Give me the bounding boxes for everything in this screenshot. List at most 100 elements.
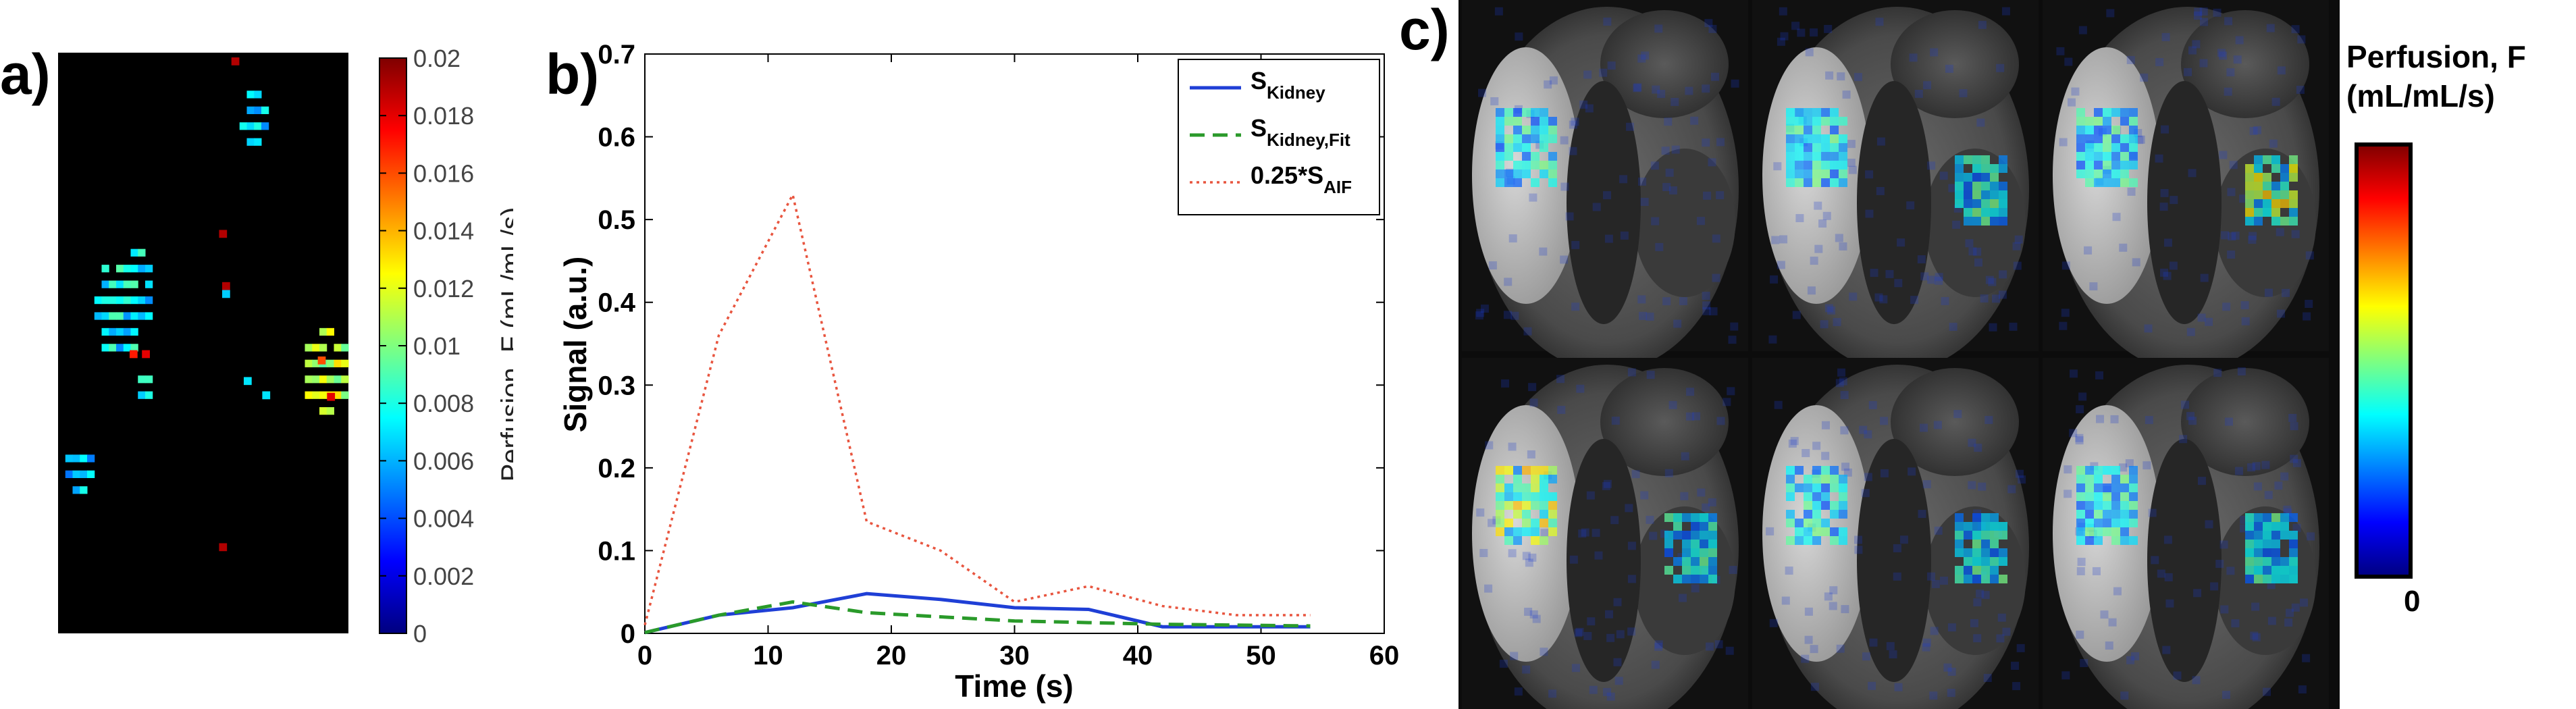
map-pixel — [231, 57, 240, 65]
map-pixel — [101, 312, 109, 320]
map-pixel — [319, 327, 327, 336]
panel-label-a: a) — [0, 43, 51, 106]
map-pixel — [312, 391, 320, 399]
map-pixel — [116, 296, 124, 305]
map-pixel — [246, 122, 255, 130]
colorbar-c-title-line1: Perfusion, F — [2346, 39, 2526, 74]
map-pixel — [116, 327, 124, 336]
map-pixel — [72, 454, 80, 463]
map-pixel — [317, 356, 326, 365]
map-pixel — [341, 391, 349, 399]
map-pixel — [116, 312, 124, 320]
map-pixel — [261, 106, 269, 114]
y-tick-label: 0.1 — [598, 536, 635, 566]
map-pixel — [101, 280, 109, 288]
map-pixel — [101, 265, 109, 273]
legend-box — [1178, 59, 1380, 215]
y-axis-label: Signal (a.u.) — [558, 257, 593, 433]
map-pixel — [109, 312, 117, 320]
map-pixel — [101, 296, 109, 305]
map-pixel — [80, 470, 88, 478]
perfusion-map-background — [58, 53, 348, 633]
map-pixel — [341, 375, 349, 384]
x-tick-label: 60 — [1369, 641, 1400, 671]
perfusion-map-pixels — [65, 57, 349, 552]
colorbar-a-tick-label: 0.002 — [413, 562, 474, 590]
x-tick-label: 0 — [637, 641, 652, 671]
map-pixel — [305, 375, 313, 384]
map-pixel — [145, 391, 153, 399]
colorbar-c-title-line2: (mL/mL/s) — [2346, 78, 2495, 113]
map-pixel — [334, 375, 342, 384]
colorbar-c-min-label: 0 — [2404, 585, 2420, 618]
map-pixel — [319, 391, 327, 399]
map-pixel — [319, 344, 327, 352]
map-pixel — [334, 344, 342, 352]
map-pixel — [138, 312, 146, 320]
map-pixel — [145, 312, 153, 320]
map-pixel — [341, 359, 349, 367]
map-pixel — [326, 359, 334, 367]
map-pixel — [130, 312, 138, 320]
mri-tile — [2043, 358, 2329, 709]
map-pixel — [80, 486, 88, 494]
map-pixel — [334, 391, 342, 399]
map-pixel — [123, 265, 131, 273]
map-pixel — [87, 470, 95, 478]
map-pixel — [261, 122, 269, 130]
map-pixel — [130, 327, 138, 336]
x-tick-label: 50 — [1246, 641, 1276, 671]
map-pixel — [219, 230, 228, 238]
x-tick-label: 10 — [753, 641, 783, 671]
map-pixel — [116, 344, 124, 352]
y-tick-label: 0.7 — [598, 40, 635, 70]
map-pixel — [326, 375, 334, 384]
y-tick-label: 0.4 — [598, 288, 635, 318]
series-line-2 — [643, 191, 1311, 626]
map-pixel — [109, 296, 117, 305]
mri-tile — [1462, 0, 1748, 371]
map-pixel — [305, 391, 313, 399]
y-axis-ticks: 0 0.1 0.2 0.3 0.4 0.5 0.6 0.7 — [598, 40, 1384, 649]
map-pixel — [116, 265, 124, 273]
map-pixel — [130, 344, 138, 352]
map-pixel — [138, 248, 146, 257]
map-pixel — [254, 122, 262, 130]
y-tick-label: 0 — [621, 619, 635, 649]
map-pixel — [254, 106, 262, 114]
panel-label-b: b) — [546, 43, 600, 106]
colorbar-a-tick-label: 0 — [413, 620, 427, 648]
map-pixel — [138, 375, 146, 384]
series-lines — [643, 191, 1311, 635]
map-pixel — [109, 327, 117, 336]
map-pixel — [222, 282, 230, 290]
map-pixel — [65, 454, 73, 463]
map-pixel — [326, 327, 334, 336]
map-pixel — [72, 470, 80, 478]
map-pixel — [246, 138, 255, 146]
map-pixel — [319, 407, 327, 415]
colorbar-a-tick-label: 0.02 — [413, 45, 461, 72]
colorbar-a-tick-label: 0.018 — [413, 102, 474, 130]
map-pixel — [101, 327, 109, 336]
map-pixel — [130, 280, 138, 288]
mri-tile — [1752, 0, 2039, 371]
map-pixel — [87, 454, 95, 463]
map-pixel — [94, 312, 102, 320]
map-pixel — [246, 106, 255, 114]
colorbar-a-tick-label: 0.004 — [413, 505, 474, 533]
colorbar-a-tick-label: 0.014 — [413, 217, 474, 245]
map-pixel — [123, 280, 131, 288]
map-pixel — [312, 359, 320, 367]
map-pixel — [145, 296, 153, 305]
map-pixel — [254, 90, 262, 99]
panel-label-c: c) — [1399, 0, 1450, 61]
y-tick-label: 0.2 — [598, 454, 635, 483]
colorbar-a-tick-label: 0.01 — [413, 332, 461, 360]
map-pixel — [123, 296, 131, 305]
y-tick-label: 0.5 — [598, 205, 635, 235]
map-pixel — [130, 265, 138, 273]
mri-tile — [1752, 358, 2039, 709]
